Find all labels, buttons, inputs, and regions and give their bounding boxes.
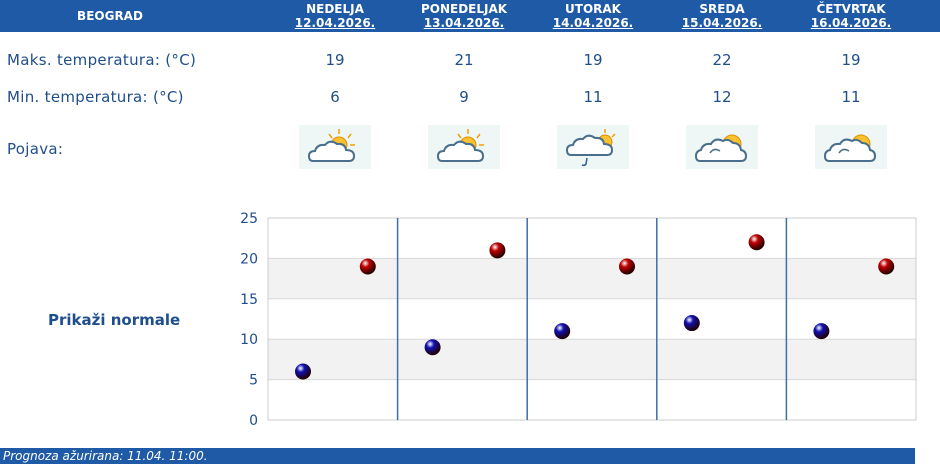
day-header-2: PONEDELJAK 13.04.2026. [399,2,529,30]
day-date: 12.04.2026. [294,16,376,30]
day-header-4: SREDA 15.04.2026. [657,2,787,30]
min-temp-value: 9 [459,88,469,106]
day-name: SREDA [699,2,745,16]
max-temp-value: 19 [841,51,861,69]
day-date: 13.04.2026. [423,16,505,30]
temperature-point [813,323,830,340]
y-tick-label: 0 [249,413,258,429]
max-temp-value: 19 [583,51,603,69]
phenomenon-label: Pojava: [7,140,64,158]
temperature-point [878,258,895,275]
y-tick-label: 10 [240,332,258,348]
max-temp-value: 19 [325,51,345,69]
y-tick-label: 25 [240,211,258,227]
plot-frame [267,217,917,421]
grid-band [268,339,916,380]
temperature-point [359,258,376,275]
city-name: BEOGRAD [77,9,143,23]
temperature-point [294,363,311,380]
temperature-point [683,315,700,332]
day-name: NEDELJA [306,2,364,16]
min-temp-value: 12 [712,88,732,106]
cloudy-sun-icon [686,125,758,169]
grid-band [268,258,916,299]
max-temp-label: Maks. temperatura: (°C) [7,51,197,69]
max-temp-value: 21 [454,51,474,69]
min-temp-value: 11 [841,88,861,106]
day-date: 14.04.2026. [552,16,634,30]
y-tick-label: 5 [249,373,258,389]
day-date: 15.04.2026. [681,16,763,30]
forecast-updated: Prognoza ažurirana: 11.04. 11:00. [0,448,915,464]
min-temp-value: 11 [583,88,603,106]
partly-cloudy-sun-icon [299,125,371,169]
min-temp-label: Min. temperatura: (°C) [7,88,184,106]
cloud-sun-light-rain-icon [557,125,629,169]
temperature-point [748,234,765,251]
day-header-3: UTORAK 14.04.2026. [528,2,658,30]
temperature-point [618,258,635,275]
temperature-point [554,323,571,340]
show-normals-button[interactable]: Prikaži normale [48,311,181,329]
day-date: 16.04.2026. [810,16,892,30]
day-name: ČETVRTAK [816,2,886,16]
min-temp-value: 6 [330,88,340,106]
day-name: PONEDELJAK [420,2,508,16]
temperature-point [489,242,506,259]
partly-cloudy-sun-icon [428,125,500,169]
day-name: UTORAK [565,2,621,16]
temperature-chart: 0 5 10 15 20 25 [240,211,917,429]
cloudy-sun-icon [815,125,887,169]
y-tick-label: 15 [240,292,258,308]
temperature-point [424,339,441,356]
y-tick-label: 20 [240,251,258,267]
forecast-header: BEOGRAD NEDELJA 12.04.2026. PONEDELJAK 1… [0,0,940,32]
max-temp-value: 22 [712,51,732,69]
day-header-5: ČETVRTAK 16.04.2026. [786,2,916,30]
day-header-1: NEDELJA 12.04.2026. [270,2,400,30]
